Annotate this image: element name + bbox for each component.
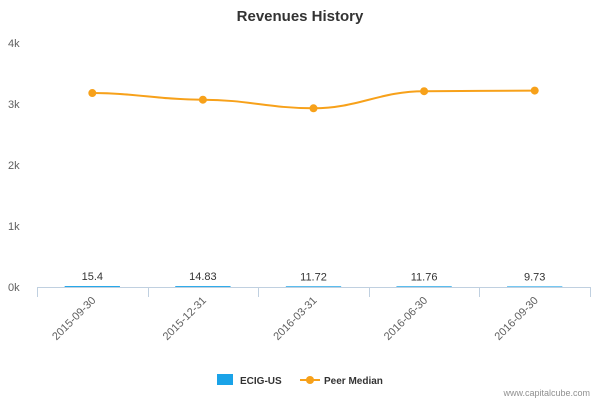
x-tick-label: 2016-09-30 <box>493 295 541 343</box>
data-label-ecig-us: 9.73 <box>524 271 545 283</box>
credit-text: www.capitalcube.com <box>502 388 590 398</box>
point-peer-median <box>88 89 97 98</box>
legend: ECIG-US Peer Median <box>217 374 383 387</box>
x-axis: 2015-09-30 2015-12-31 2016-03-31 2016-06-30… <box>37 287 591 343</box>
y-tick-label: 3k <box>8 99 20 111</box>
point-peer-median <box>309 104 318 113</box>
legend-marker-peer-median <box>306 376 314 384</box>
x-tick-label: 2015-09-30 <box>50 295 98 343</box>
bar-series-ecig-us <box>64 286 563 287</box>
bar-ecig-us <box>285 286 342 287</box>
legend-label-ecig-us: ECIG-US <box>240 376 282 387</box>
y-tick-label: 2k <box>8 160 20 172</box>
x-tick-label: 2015-12-31 <box>161 295 209 343</box>
legend-swatch-ecig-us <box>217 374 233 385</box>
bar-ecig-us <box>64 286 120 287</box>
line-series-peer-median <box>88 86 539 113</box>
point-peer-median <box>198 95 207 104</box>
bar-ecig-us <box>396 286 452 287</box>
chart-title: Revenues History <box>237 8 364 25</box>
data-label-ecig-us: 14.83 <box>189 271 217 283</box>
y-tick-label: 0k <box>8 282 20 294</box>
legend-label-peer-median: Peer Median <box>324 376 383 387</box>
x-tick-label: 2016-06-30 <box>382 295 430 343</box>
x-tick-label: 2016-03-31 <box>271 295 319 343</box>
bar-ecig-us <box>507 286 563 287</box>
y-tick-label: 1k <box>8 221 20 233</box>
point-peer-median <box>420 87 429 96</box>
data-label-ecig-us: 15.4 <box>82 271 103 283</box>
y-tick-label: 4k <box>8 38 20 50</box>
y-axis: 0k 1k 2k 3k 4k <box>8 38 20 294</box>
point-peer-median <box>530 86 539 95</box>
data-labels: 15.4 14.83 11.72 11.76 9.73 <box>82 271 546 283</box>
bar-ecig-us <box>175 286 231 287</box>
data-label-ecig-us: 11.72 <box>300 271 327 283</box>
data-label-ecig-us: 11.76 <box>411 271 438 283</box>
